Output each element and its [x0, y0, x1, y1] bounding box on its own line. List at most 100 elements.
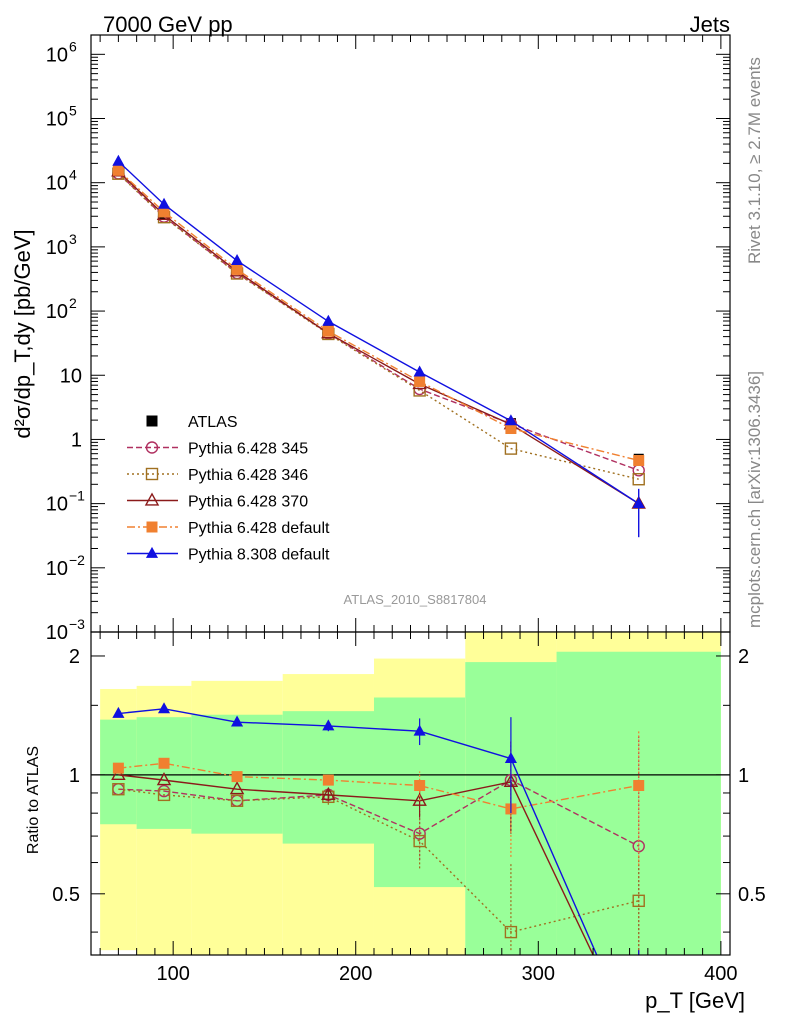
top-y-axis-label: d²σ/dp_T,dy [pb/GeV]	[10, 229, 35, 438]
legend-item: ATLAS	[146, 414, 238, 431]
top-y-tick-label: 10	[60, 365, 82, 387]
legend-marker	[145, 441, 159, 454]
x-tick-label: 100	[156, 963, 189, 985]
ratio-plot-area	[91, 632, 730, 955]
top-data-point	[112, 164, 124, 176]
top-data-point	[504, 414, 517, 426]
top-y-tick-label: 10	[46, 109, 68, 131]
ratio-data-point	[633, 780, 645, 792]
ratio-data-point	[504, 751, 517, 763]
legend-marker	[146, 521, 158, 533]
top-data-point	[505, 423, 517, 435]
top-y-tick-label: 10	[46, 173, 68, 195]
ratio-y-axis-label: Ratio to ATLAS	[25, 746, 42, 854]
x-axis-label: p_T [GeV]	[645, 988, 745, 1013]
top-y-tick-label: 10	[46, 494, 68, 516]
ratio-y-tick-label-right: 2	[738, 646, 749, 668]
top-data-point	[158, 206, 170, 218]
ratio-data-point	[322, 774, 334, 786]
ratio-data-point	[112, 762, 124, 774]
x-tick-label: 300	[522, 963, 555, 985]
ratio-data-point	[112, 782, 125, 796]
top-y-tick-label: 10	[46, 44, 68, 66]
legend-marker	[145, 546, 159, 558]
ratio-y-tick-label: 0.5	[52, 884, 80, 906]
legend-marker	[145, 467, 159, 481]
ratio-data-point	[229, 781, 245, 795]
ratio-y-tick-label-right: 0.5	[738, 884, 766, 906]
legend-label: Pythia 6.428 345	[188, 441, 308, 458]
top-y-tick-exponent: 4	[69, 167, 77, 183]
top-data-point	[632, 473, 645, 486]
ratio-y-tick-label: 2	[69, 646, 80, 668]
ratio-data-point	[413, 724, 426, 736]
legend-label: ATLAS	[188, 414, 238, 431]
top-y-axis-label-text: d²σ/dp_T,dy [pb/GeV]	[10, 229, 35, 438]
x-tick-label: 200	[339, 963, 372, 985]
ratio-data-point	[157, 788, 171, 802]
ratio-data-point	[414, 780, 426, 792]
x-axis-label-text: p_T [GeV]	[645, 988, 745, 1013]
top-y-tick-exponent: −2	[69, 552, 85, 568]
top-y-tick-exponent: 3	[69, 231, 77, 247]
top-data-point	[322, 314, 335, 326]
legend-item: Pythia 6.428 345	[127, 441, 308, 458]
rivet-version-label: Rivet 3.1.10, ≥ 2.7M events	[745, 57, 764, 264]
ratio-data-point	[111, 766, 126, 780]
top-y-tick-exponent: −3	[69, 616, 85, 632]
legend-item: Pythia 8.308 default	[127, 547, 330, 564]
top-data-point	[504, 442, 518, 455]
top-data-point	[157, 197, 171, 209]
top-frame	[90, 34, 731, 633]
ratio-data-point	[322, 719, 335, 731]
top-y-tick-label: 10	[46, 558, 68, 580]
header-left: 7000 GeV pp	[103, 12, 233, 37]
legend-item: Pythia 6.428 default	[127, 520, 330, 537]
ratio-data-point	[230, 794, 244, 807]
top-y-tick-exponent: 2	[69, 295, 77, 311]
legend-label: Pythia 6.428 default	[188, 520, 330, 537]
top-y-tick-label: 1	[71, 429, 82, 451]
top-data-point	[322, 325, 334, 337]
top-data-point	[414, 375, 426, 387]
top-data-point	[633, 454, 645, 466]
ratio-frame	[90, 631, 731, 956]
top-data-point	[112, 154, 125, 166]
legend-label: Pythia 6.428 346	[188, 467, 308, 484]
top-y-tick-exponent: 5	[69, 103, 77, 119]
ratio-panel: 0.5 0.5 1 1 2 2 100 200 300 400	[52, 631, 766, 985]
ratio-data-point	[158, 757, 170, 769]
top-y-tick-label: 10	[46, 237, 68, 259]
ratio-data-point	[231, 771, 243, 783]
legend-item: Pythia 6.428 346	[127, 467, 308, 484]
mcplots-label: mcplots.cern.ch [arXiv:1306.3436]	[745, 371, 764, 628]
ratio-y-tick-label-right: 1	[738, 765, 749, 787]
top-y-tick-label: 10	[46, 301, 68, 323]
ratio-data-point	[632, 894, 645, 908]
ratio-data-point	[412, 792, 427, 806]
ratio-data-point	[156, 772, 172, 786]
ratio-data-point	[112, 706, 125, 718]
x-tick-label: 400	[704, 963, 737, 985]
legend-marker	[146, 415, 158, 427]
ratio-data-point	[413, 834, 426, 848]
legend: ATLAS Pythia 6.428 345 Pythia 6.428 346 Pyt…	[127, 414, 330, 564]
ratio-data-point	[231, 715, 244, 727]
top-y-tick-label: 10	[46, 622, 68, 644]
legend-marker	[144, 492, 160, 506]
ratio-data-point	[504, 925, 518, 939]
legend-label: Pythia 8.308 default	[188, 547, 330, 564]
top-data-point	[231, 263, 243, 275]
header-right: Jets	[690, 12, 730, 37]
legend-label: Pythia 6.428 370	[188, 494, 308, 511]
ratio-y-tick-label: 1	[69, 765, 80, 787]
top-y-tick-exponent: 6	[69, 38, 77, 54]
legend-item: Pythia 6.428 370	[127, 492, 308, 511]
ratio-data-point	[157, 702, 171, 714]
top-y-tick-exponent: −1	[69, 488, 85, 504]
ratio-data-point	[321, 786, 336, 800]
analysis-id-label: ATLAS_2010_S8817804	[344, 592, 487, 607]
top-series-line	[117, 173, 639, 480]
